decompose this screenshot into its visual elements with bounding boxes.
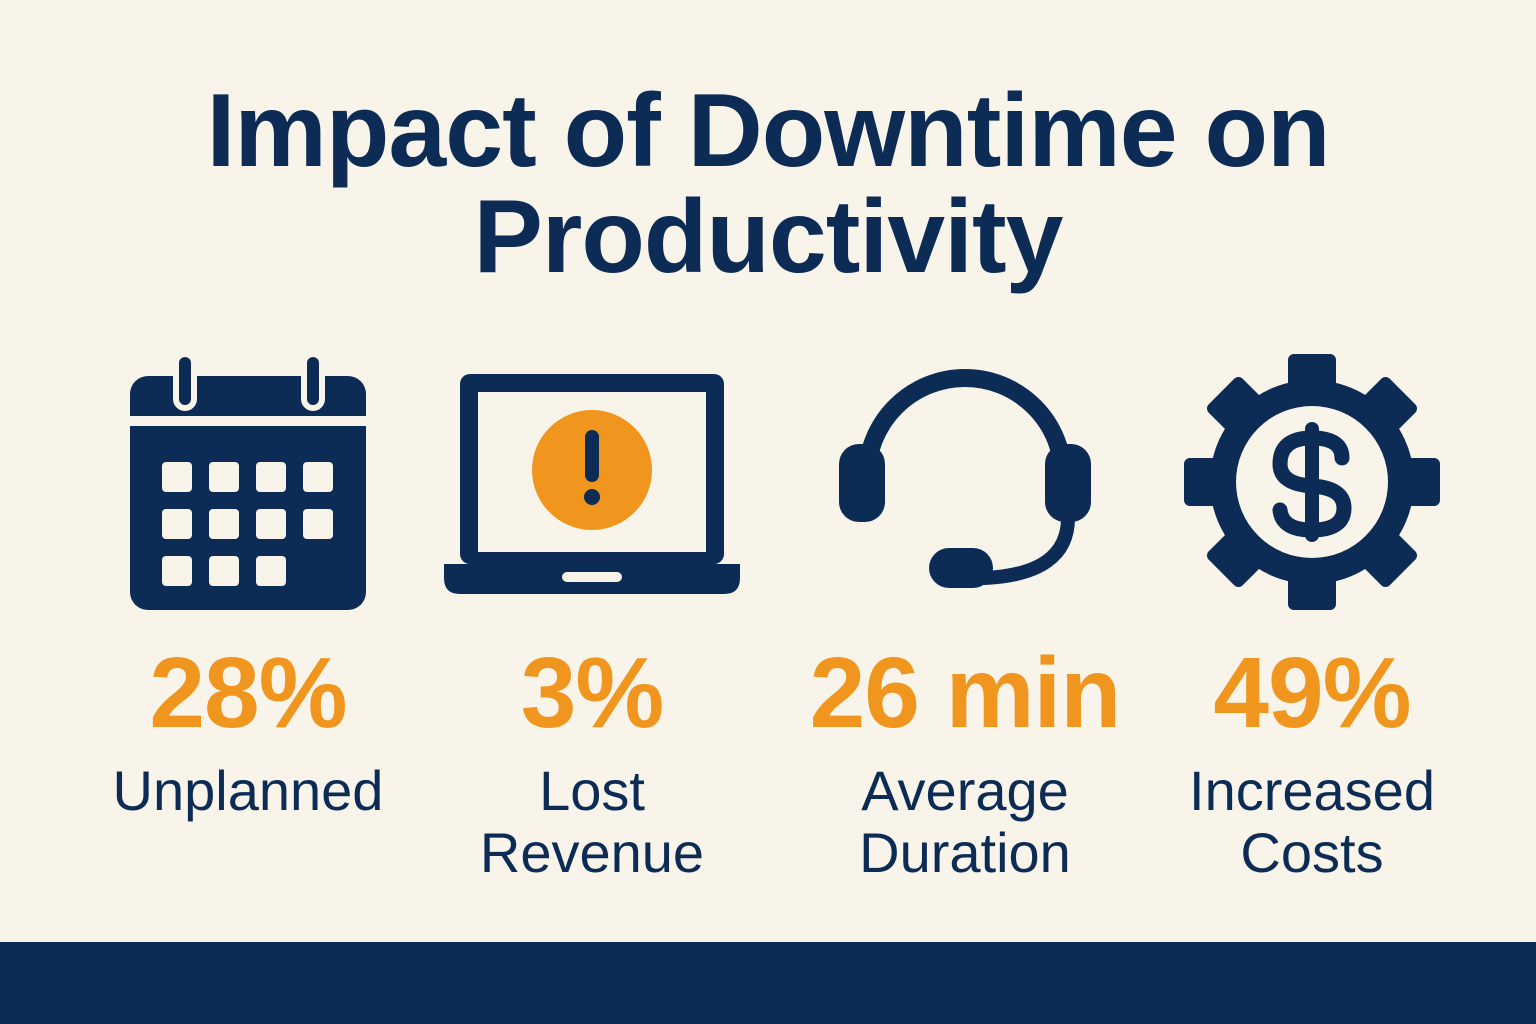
title-line-1: Impact of Downtime on [206,73,1331,189]
stat-label: Average Duration [800,760,1130,884]
stat-lost-revenue: 3% Lost Revenue [427,352,757,884]
gear-dollar-icon [1184,354,1440,610]
footer-band [0,942,1536,1024]
stat-label: Unplanned [83,760,413,822]
stat-value: 49% [1213,637,1411,749]
stat-label: Increased Costs [1147,760,1477,884]
stat-label-line-2: Duration [859,821,1071,884]
stat-value: 28% [149,637,347,749]
stat-label-line-1: Increased [1189,759,1435,822]
title-line-2: Productivity [473,179,1064,295]
stat-label-line-2: Revenue [479,821,705,884]
stat-value: 3% [520,637,665,749]
stat-increased-costs: 49% Increased Costs [1147,352,1477,884]
stat-label-line-1: Unplanned [112,759,384,822]
stat-label-line-1: Average [861,759,1069,822]
headset-icon [839,369,1091,588]
calendar-icon [130,351,366,610]
stat-label-line-2: Costs [1240,821,1384,884]
stat-unplanned: 28% Unplanned [83,351,413,822]
stat-label: Lost Revenue [427,760,757,884]
laptop-alert-icon [444,374,740,594]
stat-label-line-1: Lost [539,759,645,822]
stat-value: 26 min [809,637,1122,749]
page-title: Impact of Downtime on Productivity [0,78,1536,290]
stat-average-duration: 26 min Average Duration [800,352,1130,884]
